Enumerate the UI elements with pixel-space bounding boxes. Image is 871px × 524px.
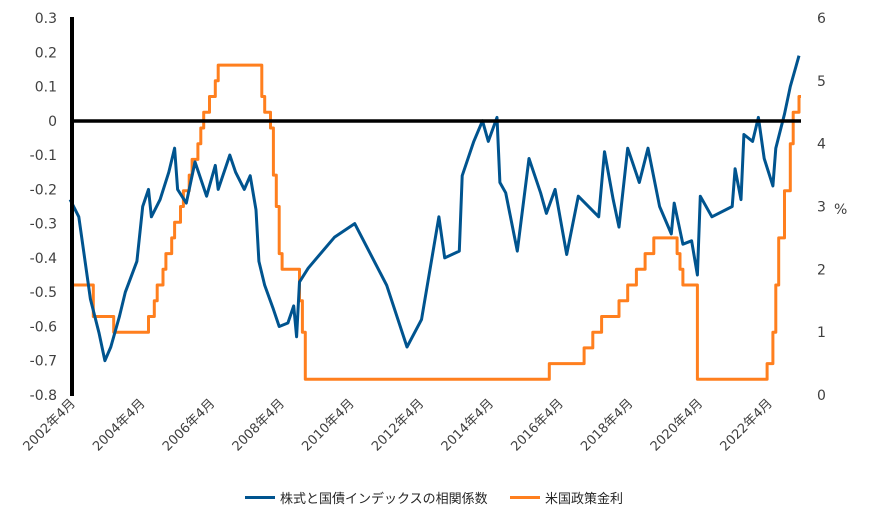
x-tick-label: 2004年4月 bbox=[90, 396, 148, 454]
legend-swatch-policy-rate bbox=[510, 496, 540, 499]
x-tick-label: 2018年4月 bbox=[578, 396, 636, 454]
left-axis-ticks: 0.3 0.2 0.1 0 -0.1 -0.2 -0.3 -0.4 -0.5 -0.6 -0.7 -0… bbox=[30, 11, 57, 404]
x-tick-label: 2008年4月 bbox=[230, 396, 288, 454]
right-tick-label: 3 bbox=[817, 200, 826, 216]
x-tick-label: 2014年4月 bbox=[439, 396, 497, 454]
left-tick-label: -0.8 bbox=[30, 388, 57, 404]
left-tick-label: -0.4 bbox=[30, 251, 57, 267]
legend-item-correlation: 株式と国債インデックスの相関係数 bbox=[245, 488, 488, 507]
left-tick-label: -0.2 bbox=[30, 182, 57, 198]
left-tick-label: -0.1 bbox=[30, 148, 57, 164]
left-tick-label: 0.2 bbox=[35, 45, 57, 61]
series-line-policy-rate bbox=[73, 63, 801, 381]
x-tick-label: 2016年4月 bbox=[508, 396, 566, 454]
right-tick-label: 0 bbox=[817, 388, 826, 404]
left-tick-label: -0.6 bbox=[30, 319, 57, 335]
right-tick-label: 5 bbox=[817, 74, 826, 90]
left-tick-label: -0.5 bbox=[30, 285, 57, 301]
left-tick-label: -0.3 bbox=[30, 217, 57, 233]
x-tick-label: 2006年4月 bbox=[160, 396, 218, 454]
x-tick-label: 2010年4月 bbox=[299, 396, 357, 454]
legend: 株式と国債インデックスの相関係数 米国政策金利 bbox=[0, 488, 871, 508]
x-tick-label: 2002年4月 bbox=[21, 396, 79, 454]
series-layer bbox=[68, 55, 801, 381]
x-axis-ticks: 2002年4月 2004年4月 2006年4月 2008年4月 2010年4月 2012年… bbox=[21, 396, 776, 454]
right-tick-label: 6 bbox=[817, 11, 826, 27]
right-axis-label: % bbox=[834, 202, 847, 218]
series-line-correlation bbox=[68, 55, 801, 363]
left-tick-label: -0.7 bbox=[30, 354, 57, 370]
left-tick-label: 0.3 bbox=[35, 11, 57, 27]
right-tick-label: 2 bbox=[817, 262, 826, 278]
x-tick-label: 2012年4月 bbox=[369, 396, 427, 454]
legend-swatch-correlation bbox=[245, 496, 275, 499]
right-tick-label: 1 bbox=[817, 325, 826, 341]
legend-item-policy-rate: 米国政策金利 bbox=[510, 488, 623, 507]
left-tick-label: 0 bbox=[48, 114, 57, 130]
x-tick-label: 2022年4月 bbox=[718, 396, 776, 454]
right-axis-ticks: 6 5 4 3 2 1 0 bbox=[817, 11, 826, 404]
left-tick-label: 0.1 bbox=[35, 80, 57, 96]
x-tick-label: 2020年4月 bbox=[648, 396, 706, 454]
right-tick-label: 4 bbox=[817, 137, 826, 153]
legend-label-correlation: 株式と国債インデックスの相関係数 bbox=[280, 492, 488, 507]
legend-label-policy-rate: 米国政策金利 bbox=[545, 492, 624, 507]
